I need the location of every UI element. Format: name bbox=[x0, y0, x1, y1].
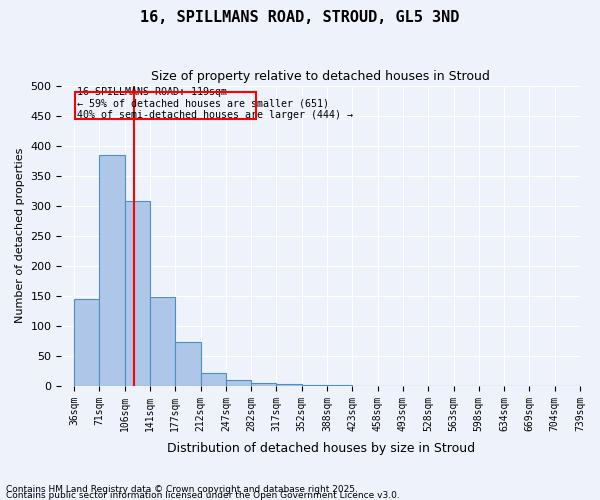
Bar bbox=[226, 380, 251, 386]
Title: Size of property relative to detached houses in Stroud: Size of property relative to detached ho… bbox=[151, 70, 490, 83]
X-axis label: Distribution of detached houses by size in Stroud: Distribution of detached houses by size … bbox=[167, 442, 475, 455]
Text: 16 SPILLMANS ROAD: 119sqm
← 59% of detached houses are smaller (651)
40% of semi: 16 SPILLMANS ROAD: 119sqm ← 59% of detac… bbox=[77, 86, 353, 120]
Bar bbox=[251, 383, 277, 386]
Bar bbox=[200, 372, 226, 386]
Bar bbox=[125, 202, 150, 386]
Bar bbox=[277, 384, 302, 386]
Text: Contains public sector information licensed under the Open Government Licence v3: Contains public sector information licen… bbox=[6, 492, 400, 500]
Y-axis label: Number of detached properties: Number of detached properties bbox=[15, 148, 25, 324]
Text: 16, SPILLMANS ROAD, STROUD, GL5 3ND: 16, SPILLMANS ROAD, STROUD, GL5 3ND bbox=[140, 10, 460, 25]
Text: Contains HM Land Registry data © Crown copyright and database right 2025.: Contains HM Land Registry data © Crown c… bbox=[6, 486, 358, 494]
Bar bbox=[100, 154, 125, 386]
Bar bbox=[74, 299, 100, 386]
Bar bbox=[150, 297, 175, 386]
Bar bbox=[175, 342, 200, 386]
